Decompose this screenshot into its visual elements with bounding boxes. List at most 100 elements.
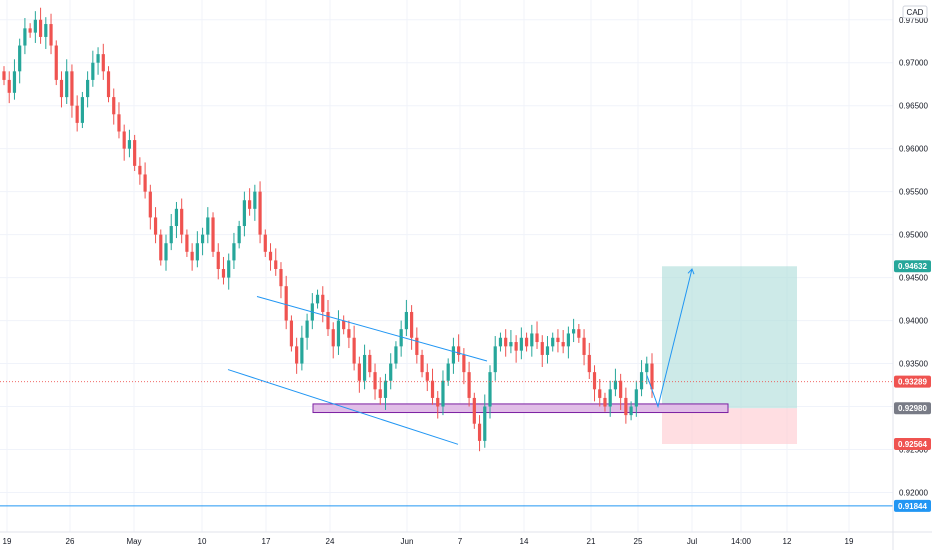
x-tick-label: 14:00 bbox=[731, 537, 752, 546]
candle-body bbox=[190, 251, 194, 261]
candle-body bbox=[54, 45, 58, 80]
candle-body bbox=[75, 105, 79, 123]
x-tick-label: 17 bbox=[262, 537, 271, 546]
candle-body bbox=[127, 140, 132, 149]
candle-body bbox=[410, 311, 414, 338]
candle-body bbox=[493, 346, 497, 373]
candle-body bbox=[509, 342, 513, 347]
support-zone[interactable] bbox=[312, 403, 729, 414]
x-tick-label: 19 bbox=[3, 537, 12, 546]
candle-body bbox=[185, 234, 189, 252]
candle-body bbox=[305, 320, 309, 338]
candle-body bbox=[362, 354, 367, 381]
candle-body bbox=[96, 54, 100, 63]
price-label: 0.91844 bbox=[898, 502, 927, 511]
candle-body bbox=[430, 380, 435, 398]
candle-body bbox=[619, 380, 623, 398]
candle-body bbox=[467, 372, 471, 398]
candle-body bbox=[650, 363, 654, 390]
candle-body bbox=[274, 260, 278, 269]
candle-body bbox=[336, 320, 341, 347]
candle-body bbox=[545, 346, 550, 355]
candle-body bbox=[2, 71, 6, 80]
candle-body bbox=[169, 226, 173, 244]
candle-body bbox=[645, 363, 649, 373]
y-tick-label: 0.94500 bbox=[899, 274, 928, 283]
x-tick-label: Jul bbox=[687, 537, 697, 546]
candle-body bbox=[477, 423, 482, 441]
candle-body bbox=[242, 200, 246, 227]
candle-body bbox=[101, 54, 105, 72]
candle-body bbox=[117, 114, 121, 132]
candle-body bbox=[608, 389, 612, 407]
projection-arrowhead bbox=[687, 268, 695, 275]
y-tick-label: 0.96000 bbox=[899, 145, 928, 154]
price-label-box bbox=[894, 260, 931, 273]
x-tick-label: May bbox=[126, 537, 141, 546]
candle-body bbox=[368, 354, 372, 373]
price-label: 0.92564 bbox=[898, 440, 927, 449]
candle-body bbox=[331, 329, 335, 347]
candle-body bbox=[258, 191, 262, 235]
y-tick-label: 0.92500 bbox=[899, 445, 928, 454]
candle-body bbox=[7, 79, 11, 93]
candle-body bbox=[446, 363, 450, 381]
candle-body bbox=[227, 260, 231, 278]
candle-body bbox=[378, 389, 382, 398]
candle-body bbox=[159, 234, 163, 261]
candle-body bbox=[504, 337, 508, 347]
candle-body bbox=[91, 62, 95, 80]
candle-body bbox=[598, 389, 602, 398]
candle-body bbox=[425, 372, 429, 381]
price-label: 0.93289 bbox=[898, 378, 927, 387]
channel-upper-line[interactable] bbox=[256, 296, 488, 362]
candle-body bbox=[561, 342, 565, 347]
currency-badge[interactable] bbox=[902, 5, 928, 19]
candle-body bbox=[587, 354, 591, 373]
candle-body bbox=[23, 28, 27, 46]
candle-body bbox=[148, 191, 152, 218]
candle-body bbox=[394, 346, 398, 364]
candle-body bbox=[321, 294, 325, 312]
price-label-box bbox=[894, 375, 931, 388]
candle-body bbox=[248, 200, 252, 209]
candle-body bbox=[357, 363, 361, 381]
candle-body bbox=[352, 337, 356, 364]
candle-body bbox=[80, 97, 84, 123]
candle-body bbox=[268, 251, 273, 261]
y-tick-label: 0.94000 bbox=[899, 317, 928, 326]
candle-body bbox=[383, 380, 388, 398]
candle-body bbox=[524, 337, 529, 347]
projection-arrow[interactable] bbox=[646, 268, 693, 409]
candle-body bbox=[33, 19, 37, 33]
stop-zone[interactable] bbox=[662, 408, 797, 444]
candle-body bbox=[582, 337, 586, 355]
candle-body bbox=[200, 234, 205, 244]
candle-body bbox=[498, 337, 503, 347]
candle-body bbox=[540, 342, 544, 355]
candle-body bbox=[577, 329, 581, 338]
price-label-box bbox=[894, 499, 931, 512]
x-tick-label: 10 bbox=[198, 537, 207, 546]
candle-body bbox=[180, 208, 184, 235]
candle-body bbox=[300, 337, 304, 364]
candle-body bbox=[28, 28, 32, 33]
x-tick-label: Jun bbox=[401, 537, 414, 546]
candle-body bbox=[457, 346, 461, 355]
candle-body bbox=[624, 397, 628, 416]
y-tick-label: 0.97500 bbox=[899, 16, 928, 25]
target-zone[interactable] bbox=[662, 266, 797, 409]
candle-body bbox=[153, 217, 158, 235]
y-tick-label: 0.93500 bbox=[899, 360, 928, 369]
price-label-box bbox=[894, 437, 931, 450]
candle-body bbox=[592, 372, 597, 390]
candle-body bbox=[289, 320, 294, 347]
channel-lower-line[interactable] bbox=[227, 369, 459, 445]
candle-body bbox=[373, 372, 377, 390]
candle-body bbox=[514, 342, 518, 351]
candle-body bbox=[519, 337, 523, 351]
candle-body bbox=[263, 234, 267, 252]
candle-body bbox=[420, 354, 424, 373]
